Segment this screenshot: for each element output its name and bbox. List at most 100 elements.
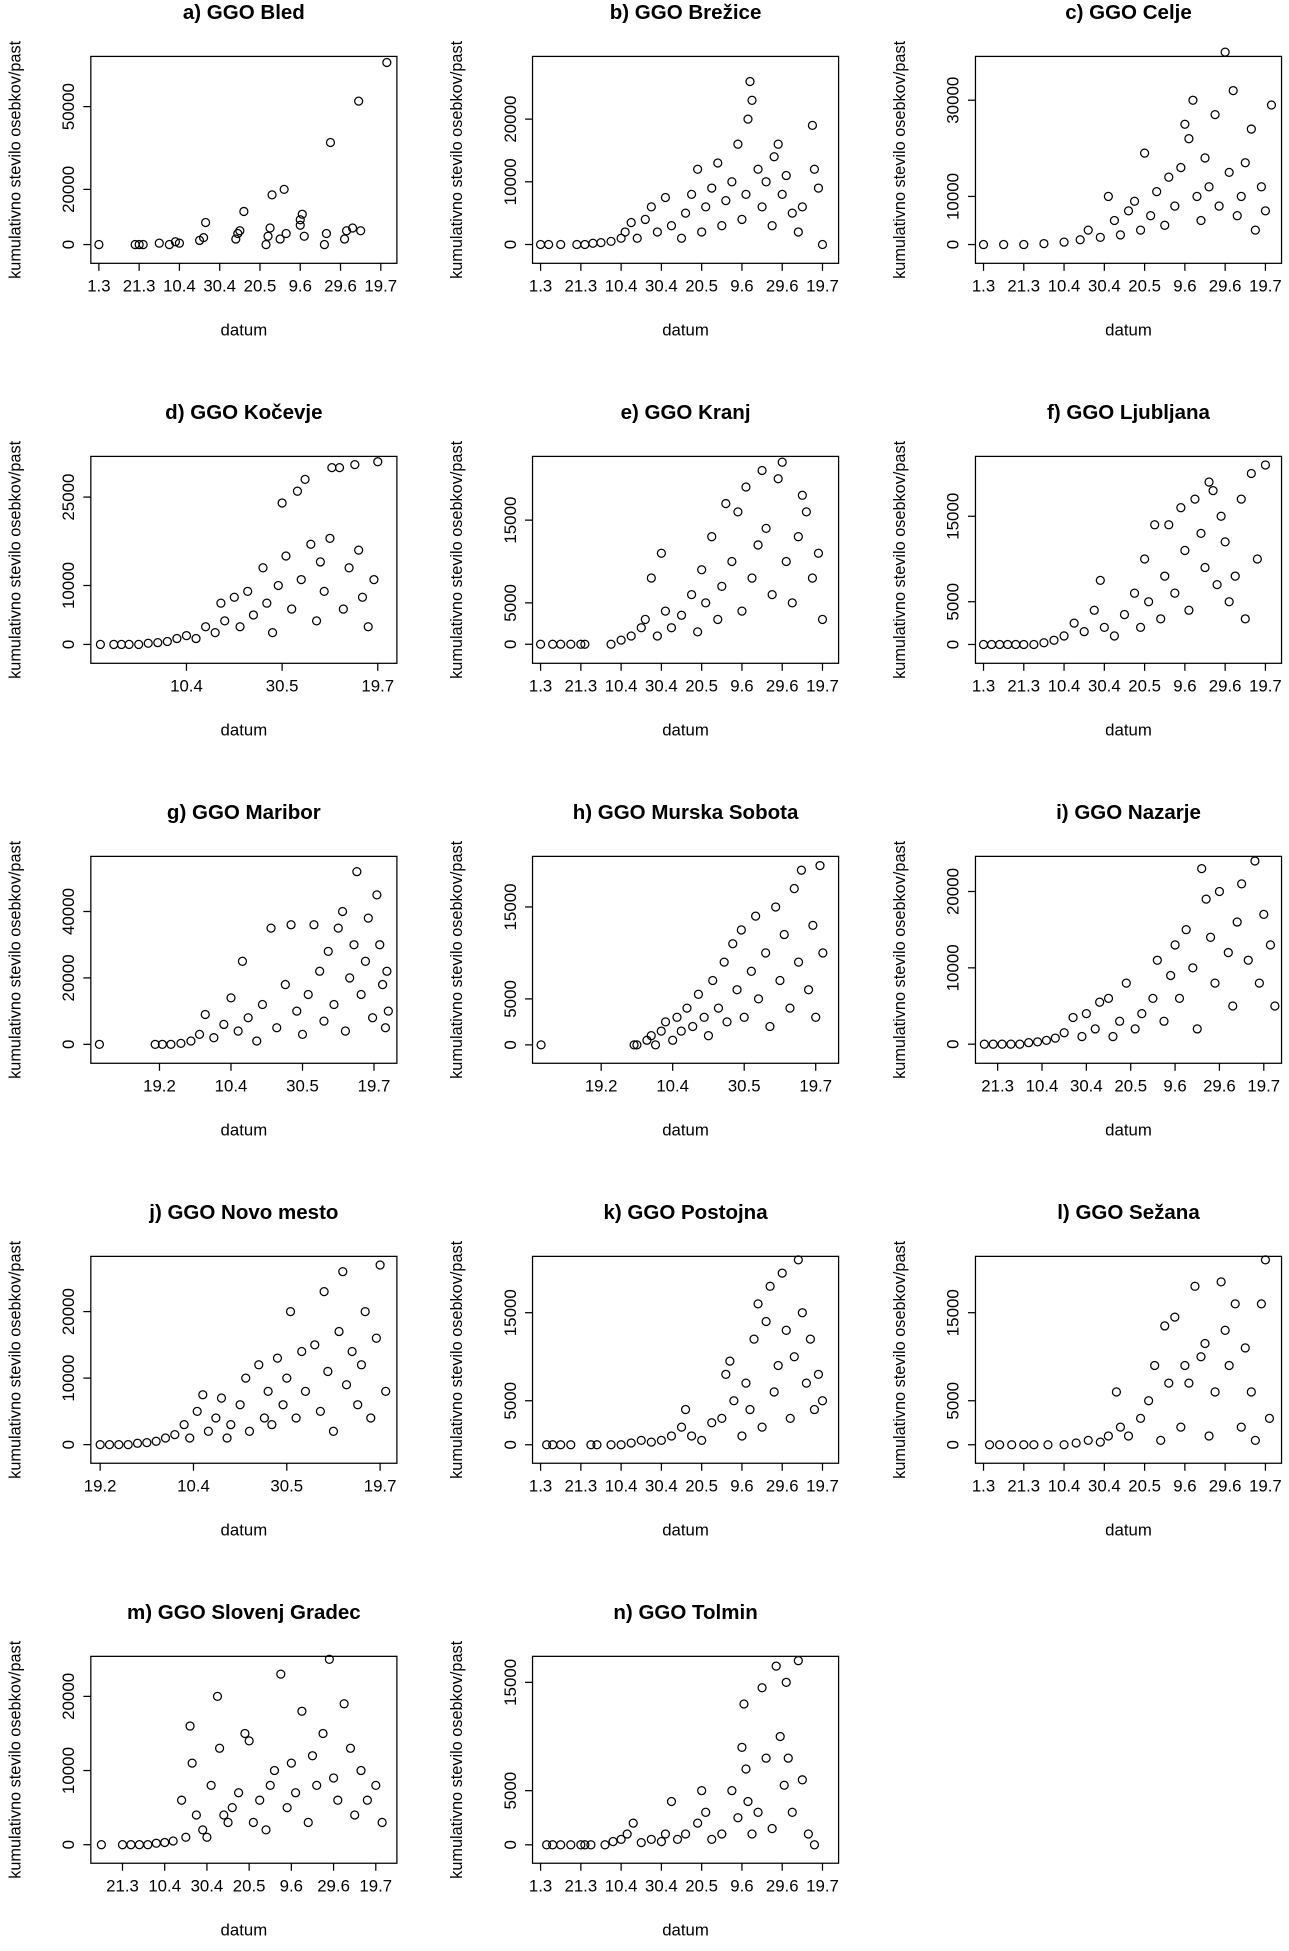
data-point xyxy=(367,1013,378,1023)
data-point xyxy=(1232,211,1242,221)
data-point xyxy=(319,1016,329,1026)
data-point xyxy=(789,883,799,894)
data-point xyxy=(357,592,368,602)
data-point xyxy=(337,906,348,917)
y-tick-label: 20000 xyxy=(59,166,78,213)
chart-title: i) GGO Nazarje xyxy=(1056,801,1201,824)
data-point xyxy=(347,1346,357,1357)
data-point xyxy=(600,1840,610,1850)
y-tick-label: 15000 xyxy=(501,497,520,544)
data-point xyxy=(350,1810,360,1820)
data-point xyxy=(273,580,283,591)
data-point xyxy=(1019,639,1029,650)
x-tick-label: 21.3 xyxy=(123,277,156,296)
data-point xyxy=(656,1836,666,1847)
chart-title: k) GGO Postojna xyxy=(603,1201,768,1224)
data-point xyxy=(1216,1277,1226,1287)
data-point xyxy=(311,616,322,626)
data-point xyxy=(248,1817,258,1828)
data-point xyxy=(1095,997,1105,1007)
chart-title: m) GGO Slovenj Gradec xyxy=(127,1601,361,1624)
data-point xyxy=(252,1036,262,1046)
data-point xyxy=(699,1012,709,1022)
data-point xyxy=(258,563,268,573)
data-point xyxy=(170,1430,180,1440)
data-point xyxy=(725,1356,735,1366)
data-point xyxy=(787,1807,797,1817)
data-point xyxy=(233,1026,243,1036)
data-point xyxy=(767,589,777,600)
data-point xyxy=(261,239,271,250)
y-tick-label: 10000 xyxy=(59,562,78,609)
y-axis-label: kumulativno stevilo osebkov/past xyxy=(6,440,24,679)
data-point xyxy=(801,1378,811,1388)
data-point xyxy=(95,639,105,650)
data-point xyxy=(1103,993,1114,1004)
data-point xyxy=(767,221,777,231)
x-tick-label: 19.2 xyxy=(585,1077,618,1096)
data-point xyxy=(781,1325,791,1335)
data-point xyxy=(248,610,259,620)
x-tick-label: 29.6 xyxy=(766,1876,799,1895)
x-tick-label: 30.5 xyxy=(728,1077,761,1096)
data-point xyxy=(753,1807,763,1817)
data-point xyxy=(979,1039,989,1049)
data-point xyxy=(606,1440,616,1450)
data-point xyxy=(186,1036,196,1046)
data-point xyxy=(1184,1378,1194,1388)
data-point xyxy=(1135,225,1146,235)
x-tick-label: 19.7 xyxy=(806,677,839,696)
x-tick-label: 9.6 xyxy=(1173,277,1196,296)
data-point xyxy=(747,573,757,583)
data-point xyxy=(666,623,677,633)
x-tick-label: 19.7 xyxy=(806,277,839,296)
x-tick-label: 19.7 xyxy=(806,1876,839,1895)
data-point xyxy=(1184,134,1194,144)
data-point xyxy=(1068,1012,1078,1023)
x-axis-label: datum xyxy=(1105,1520,1152,1539)
data-point xyxy=(303,989,313,1000)
y-tick-label: 0 xyxy=(59,1040,78,1049)
y-tick-label: 0 xyxy=(501,640,520,649)
data-point xyxy=(185,1433,195,1443)
data-point xyxy=(693,627,703,637)
data-point xyxy=(172,633,182,644)
data-point xyxy=(535,239,546,250)
data-point xyxy=(292,1006,302,1016)
data-point xyxy=(666,1796,677,1807)
data-point xyxy=(222,1433,232,1443)
data-point xyxy=(1200,562,1210,573)
data-point xyxy=(745,1404,755,1415)
data-point xyxy=(210,628,220,638)
data-point xyxy=(697,565,707,575)
data-point xyxy=(660,1829,671,1839)
data-point xyxy=(1192,191,1202,202)
x-tick-label: 29.6 xyxy=(324,277,357,296)
data-point xyxy=(701,1807,711,1817)
data-point xyxy=(1243,955,1253,965)
x-tick-label: 1.3 xyxy=(972,677,995,696)
x-tick-label: 30.4 xyxy=(191,1876,224,1895)
data-point xyxy=(646,573,656,583)
data-point xyxy=(739,1699,749,1709)
data-point xyxy=(231,234,241,244)
chart-title: n) GGO Tolmin xyxy=(613,1601,757,1624)
data-point xyxy=(535,639,546,649)
data-point xyxy=(761,1316,771,1327)
data-point xyxy=(556,1440,566,1450)
data-point xyxy=(279,184,289,195)
y-tick-label: 0 xyxy=(944,1039,963,1048)
data-point xyxy=(319,1286,329,1297)
data-point xyxy=(779,929,789,940)
data-point xyxy=(263,231,273,241)
data-point xyxy=(1095,1437,1105,1447)
data-point xyxy=(737,1742,747,1752)
x-tick-label: 21.3 xyxy=(981,1077,1014,1096)
data-point xyxy=(656,548,666,558)
data-point xyxy=(347,223,358,233)
data-point xyxy=(285,1306,296,1317)
data-point xyxy=(801,507,811,517)
data-point xyxy=(267,190,277,200)
data-point xyxy=(341,226,352,236)
data-point xyxy=(793,532,803,542)
